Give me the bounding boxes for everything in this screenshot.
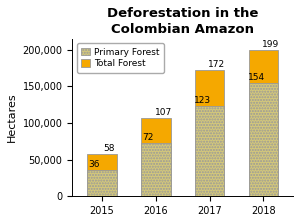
Text: 123: 123 — [194, 96, 211, 105]
Text: 36: 36 — [89, 160, 100, 169]
Y-axis label: Hectares: Hectares — [7, 93, 17, 142]
Text: 154: 154 — [248, 73, 265, 82]
Bar — [195, 70, 224, 196]
Title: Deforestation in the
Colombian Amazon: Deforestation in the Colombian Amazon — [107, 7, 258, 36]
Text: 58: 58 — [103, 144, 115, 153]
Bar — [249, 83, 278, 196]
Bar — [141, 118, 170, 196]
Text: 172: 172 — [208, 60, 226, 69]
Text: 107: 107 — [154, 108, 172, 117]
Bar — [141, 143, 170, 196]
Legend: Primary Forest, Total Forest: Primary Forest, Total Forest — [77, 43, 164, 73]
Text: 199: 199 — [262, 40, 280, 49]
Bar — [195, 106, 224, 196]
Bar — [87, 154, 117, 196]
Bar — [249, 50, 278, 196]
Bar — [87, 170, 117, 196]
Text: 72: 72 — [142, 133, 154, 142]
